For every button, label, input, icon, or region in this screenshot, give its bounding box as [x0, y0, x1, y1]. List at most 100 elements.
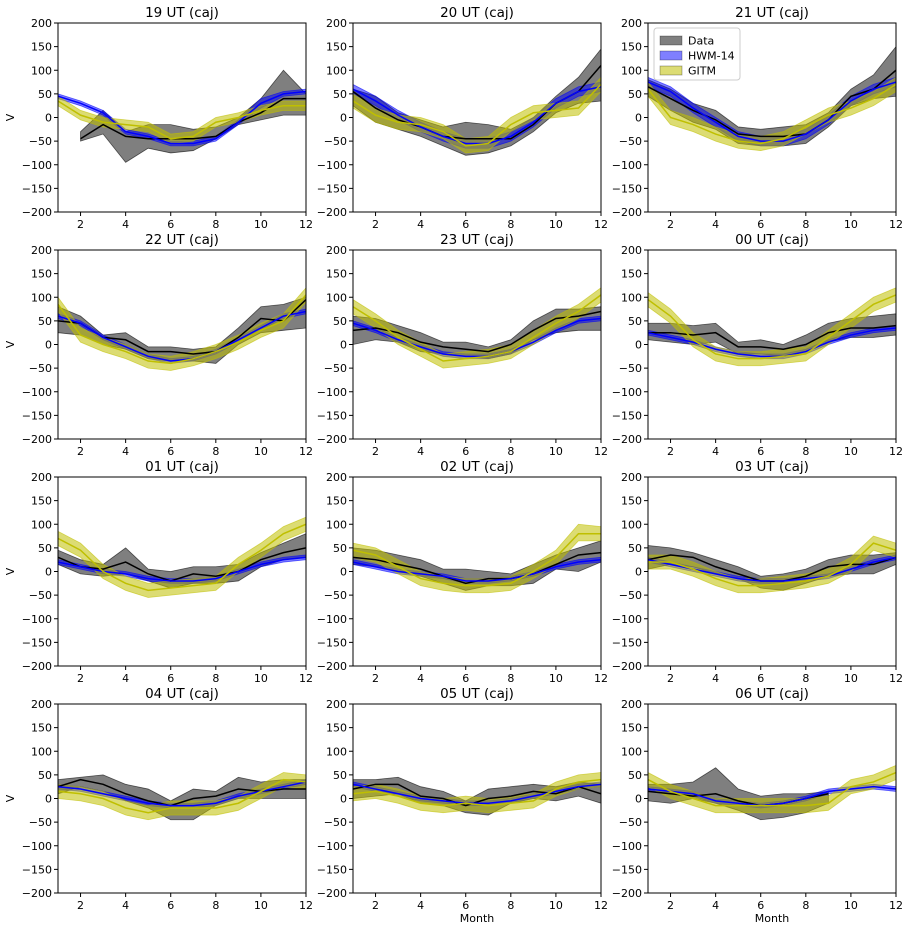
y-tick-label: −50 [619, 135, 642, 148]
line-data [648, 69, 896, 138]
y-tick-label: −200 [317, 206, 347, 219]
y-tick-label: 0 [340, 339, 347, 352]
line-hwm-14 [58, 310, 306, 362]
line-hwm-14 [648, 327, 896, 358]
y-axis-label: V [4, 340, 17, 348]
line-hwm-14 [58, 781, 306, 807]
y-tick-label: 200 [31, 471, 52, 484]
band-gitm [353, 76, 601, 154]
line-gitm [353, 83, 601, 147]
y-tick-label: −50 [324, 135, 347, 148]
y-tick-label: 200 [31, 698, 52, 711]
plot-area [58, 287, 306, 371]
x-tick-label: 10 [549, 672, 563, 685]
x-tick-label: 4 [417, 445, 424, 458]
y-tick-label: 0 [45, 566, 52, 579]
y-tick-label: 0 [635, 566, 642, 579]
y-tick-label: 100 [326, 518, 347, 531]
x-tick-label: 6 [167, 218, 174, 231]
x-tick-label: 8 [507, 899, 514, 912]
y-tick-label: −150 [317, 182, 347, 195]
x-tick-label: 12 [299, 899, 313, 912]
x-tick-label: 2 [372, 672, 379, 685]
x-tick-label: 4 [417, 899, 424, 912]
y-tick-label: 0 [340, 566, 347, 579]
subplot-title: 03 UT (caj) [735, 459, 809, 475]
y-tick-label: 200 [326, 698, 347, 711]
x-tick-label: 12 [299, 672, 313, 685]
y-tick-label: −150 [317, 863, 347, 876]
x-tick-label: 2 [77, 445, 84, 458]
y-tick-label: 50 [628, 315, 642, 328]
x-tick-label: 10 [549, 445, 563, 458]
y-tick-label: −150 [317, 409, 347, 422]
band-gitm [58, 95, 306, 144]
plot-area [58, 69, 306, 163]
line-data [648, 324, 896, 350]
band-gitm [648, 764, 896, 814]
y-tick-label: −150 [612, 863, 642, 876]
plot-area [648, 535, 896, 594]
y-tick-label: −100 [22, 386, 52, 399]
subplot-title: 22 UT (caj) [145, 232, 219, 248]
y-tick-label: 50 [38, 769, 52, 782]
line-hwm-14 [353, 783, 601, 804]
x-tick-label: 2 [667, 218, 674, 231]
x-tick-label: 6 [462, 445, 469, 458]
line-hwm-14 [353, 317, 601, 358]
line-gitm [353, 778, 601, 807]
y-tick-label: 200 [326, 244, 347, 257]
y-tick-label: 50 [628, 769, 642, 782]
x-tick-label: 8 [802, 672, 809, 685]
x-tick-label: 2 [77, 899, 84, 912]
y-tick-label: −150 [612, 636, 642, 649]
x-tick-label: 4 [122, 899, 129, 912]
x-tick-label: 10 [844, 899, 858, 912]
subplot-title: 02 UT (caj) [440, 459, 514, 475]
x-tick-label: 4 [712, 899, 719, 912]
y-tick-label: 100 [326, 64, 347, 77]
line-hwm-14 [648, 785, 896, 807]
plot-area [648, 287, 896, 367]
y-tick-label: −100 [317, 159, 347, 172]
y-tick-label: −100 [317, 613, 347, 626]
plot-area [353, 287, 601, 369]
subplot-title: 06 UT (caj) [735, 686, 809, 702]
y-tick-label: 100 [621, 745, 642, 758]
y-tick-label: 50 [38, 315, 52, 328]
y-tick-label: −150 [317, 636, 347, 649]
x-tick-label: 12 [594, 672, 608, 685]
y-tick-label: 100 [621, 291, 642, 304]
x-tick-label: 2 [77, 672, 84, 685]
y-tick-label: −100 [317, 840, 347, 853]
subplot-7: −200 −150 −100 −50 0 50 100 150 200 2 4 6 8 10 12 02 UT… [317, 459, 608, 685]
line-gitm [648, 771, 896, 807]
legend-swatch [659, 35, 683, 46]
y-axis-label: V [4, 794, 17, 802]
subplot-0: −200 −150 −100 −50 0 50 100 150 200 2 4 6 8 10 12 19 UT… [4, 5, 313, 231]
x-tick-label: 8 [212, 218, 219, 231]
y-tick-label: 200 [326, 17, 347, 30]
subplot-1: −200 −150 −100 −50 0 50 100 150 200 2 4 6 8 10 12 20 UT… [317, 5, 608, 231]
y-tick-label: 100 [31, 518, 52, 531]
subplot-title: 00 UT (caj) [735, 232, 809, 248]
y-tick-label: 200 [621, 17, 642, 30]
subplot-11: −200 −150 −100 −50 0 50 100 150 200 2 4 6 8 10 12 06 UT… [612, 686, 903, 925]
x-tick-label: 8 [507, 445, 514, 458]
y-tick-label: −200 [317, 433, 347, 446]
subplot-title: 19 UT (caj) [145, 5, 219, 21]
y-tick-label: 150 [621, 722, 642, 735]
y-tick-label: −50 [29, 589, 52, 602]
legend: Data HWM-14 GITM [653, 27, 741, 81]
x-tick-label: 6 [462, 672, 469, 685]
y-tick-label: −200 [22, 206, 52, 219]
x-tick-label: 4 [712, 218, 719, 231]
y-tick-label: 200 [326, 471, 347, 484]
subplot-2: −200 −150 −100 −50 0 50 100 150 200 2 4 6 8 10 12 21 UT… [612, 5, 903, 231]
band-gitm [58, 772, 306, 821]
x-tick-label: 12 [889, 218, 903, 231]
y-tick-label: 100 [326, 745, 347, 758]
x-tick-label: 12 [594, 899, 608, 912]
y-tick-label: 0 [635, 793, 642, 806]
y-tick-label: −150 [612, 182, 642, 195]
